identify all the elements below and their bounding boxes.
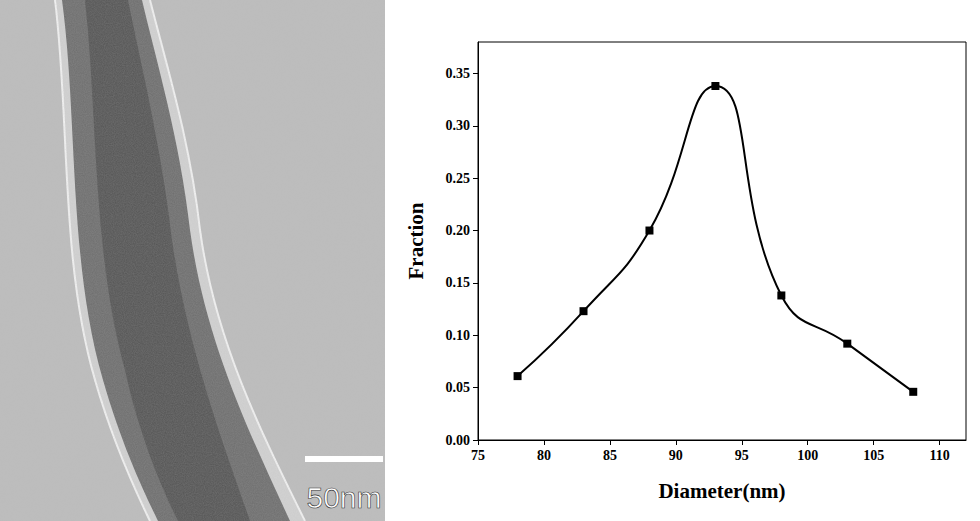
svg-text:80: 80 [537, 448, 551, 463]
svg-text:95: 95 [735, 448, 749, 463]
svg-text:85: 85 [603, 448, 617, 463]
svg-text:90: 90 [669, 448, 683, 463]
svg-text:Diameter(nm): Diameter(nm) [658, 479, 785, 503]
svg-text:105: 105 [863, 448, 884, 463]
svg-text:50nm: 50nm [306, 481, 381, 514]
svg-text:0.20: 0.20 [446, 223, 471, 238]
svg-text:75: 75 [471, 448, 485, 463]
svg-text:Fraction: Fraction [404, 202, 428, 279]
svg-text:0.00: 0.00 [446, 433, 471, 448]
svg-text:100: 100 [797, 448, 818, 463]
svg-text:110: 110 [930, 448, 950, 463]
svg-text:0.25: 0.25 [446, 171, 471, 186]
svg-text:0.15: 0.15 [446, 275, 471, 290]
svg-text:0.05: 0.05 [446, 380, 471, 395]
svg-text:0.30: 0.30 [446, 118, 471, 133]
svg-text:0.10: 0.10 [446, 328, 471, 343]
svg-text:0.35: 0.35 [446, 66, 471, 81]
